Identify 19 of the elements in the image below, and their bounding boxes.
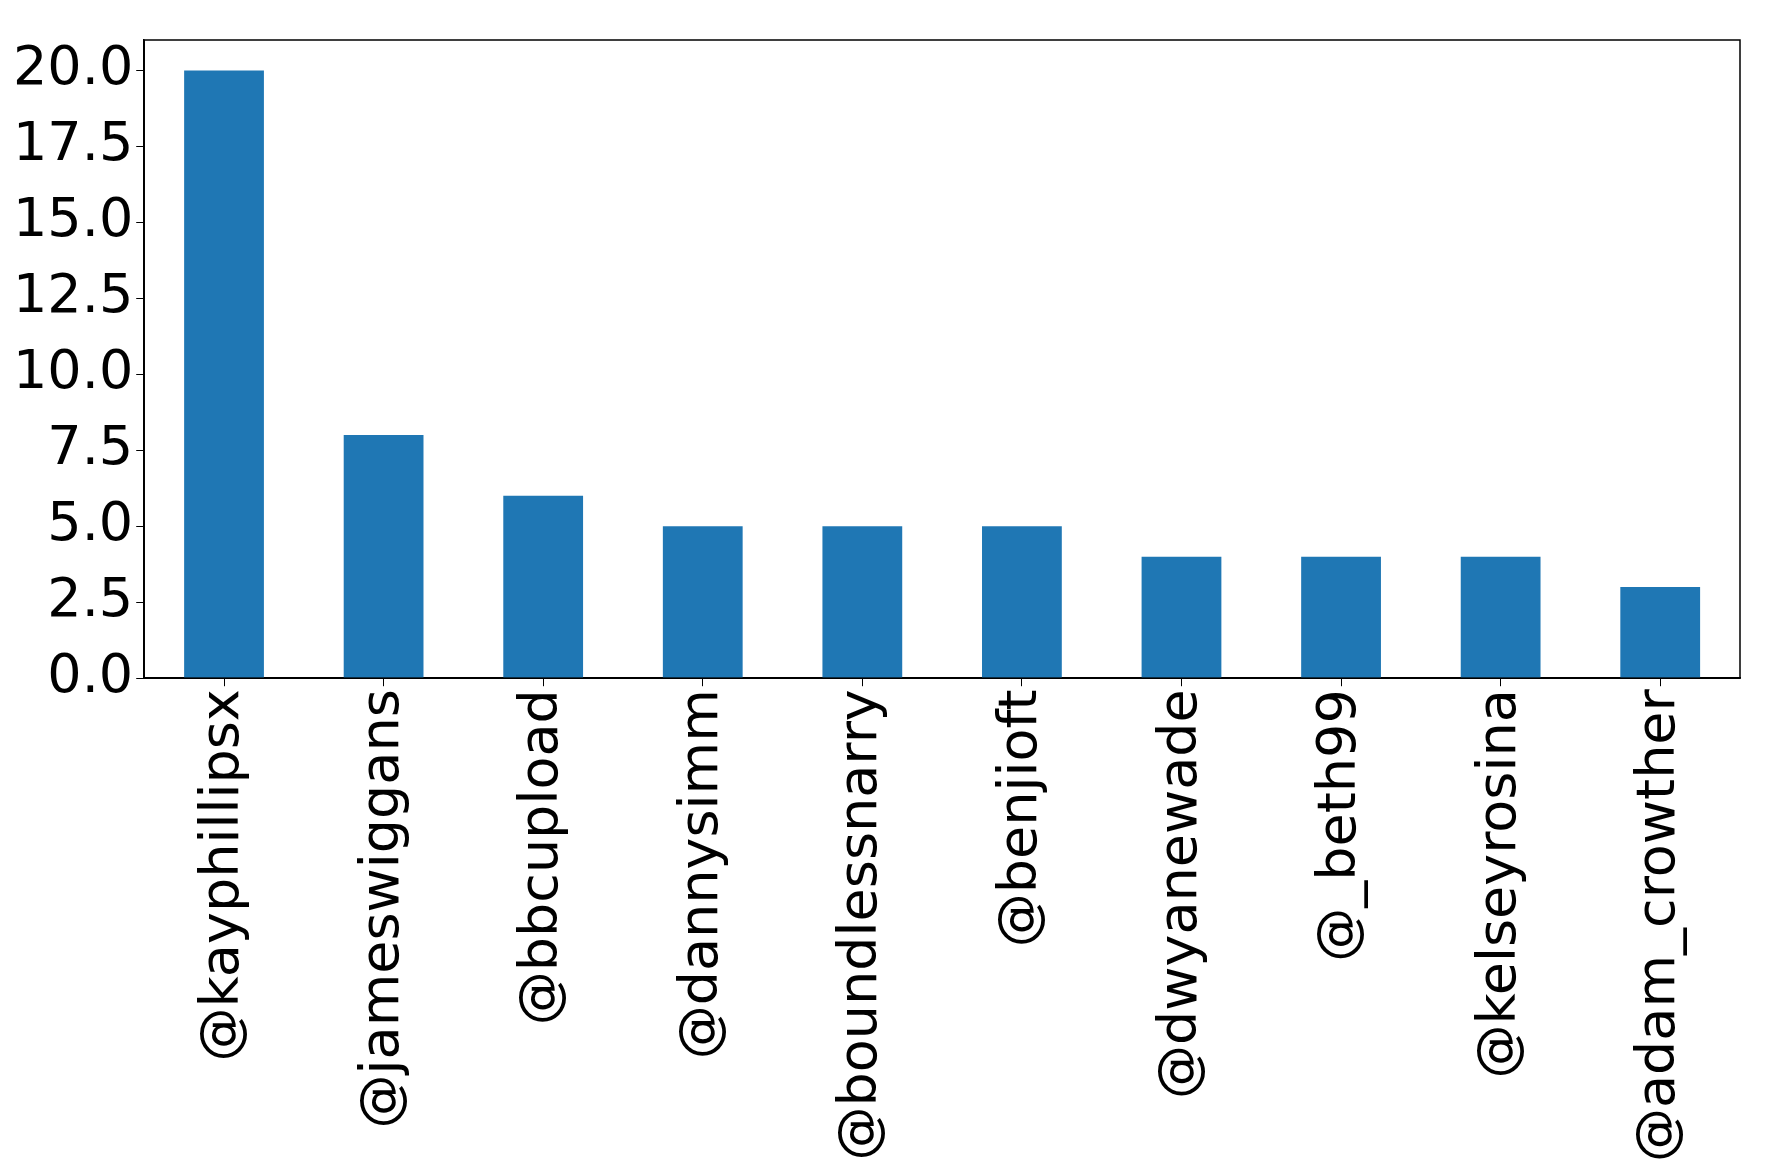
y-tick-label: 2.5 xyxy=(47,566,134,630)
x-tick-label: @benjioft xyxy=(985,689,1049,948)
x-tick-label: @jameswiggans xyxy=(347,689,411,1129)
y-tick-label: 0.0 xyxy=(47,642,134,706)
x-tick-label: @bbcupload xyxy=(507,689,571,1026)
x-tick-label: @_beth99 xyxy=(1305,689,1369,962)
x-tick-label: @adam_crowther xyxy=(1624,688,1688,1163)
x-tick-label: @dwyanewade xyxy=(1145,689,1209,1099)
x-tick-label: @boundlessnarry xyxy=(826,689,890,1161)
x-tick-label: @kelseyrosina xyxy=(1464,689,1528,1079)
y-tick-label: 7.5 xyxy=(47,414,134,478)
x-tick-label: @dannysimm xyxy=(666,689,730,1060)
y-tick-label: 15.0 xyxy=(13,186,134,250)
y-tick-label: 5.0 xyxy=(47,490,134,554)
x-tick-label: @kayphillipsx xyxy=(188,689,252,1062)
y-tick-label: 12.5 xyxy=(13,262,134,326)
y-tick-label: 17.5 xyxy=(13,110,134,174)
y-tick-label: 10.0 xyxy=(13,338,134,402)
y-tick-label: 20.0 xyxy=(13,34,134,98)
